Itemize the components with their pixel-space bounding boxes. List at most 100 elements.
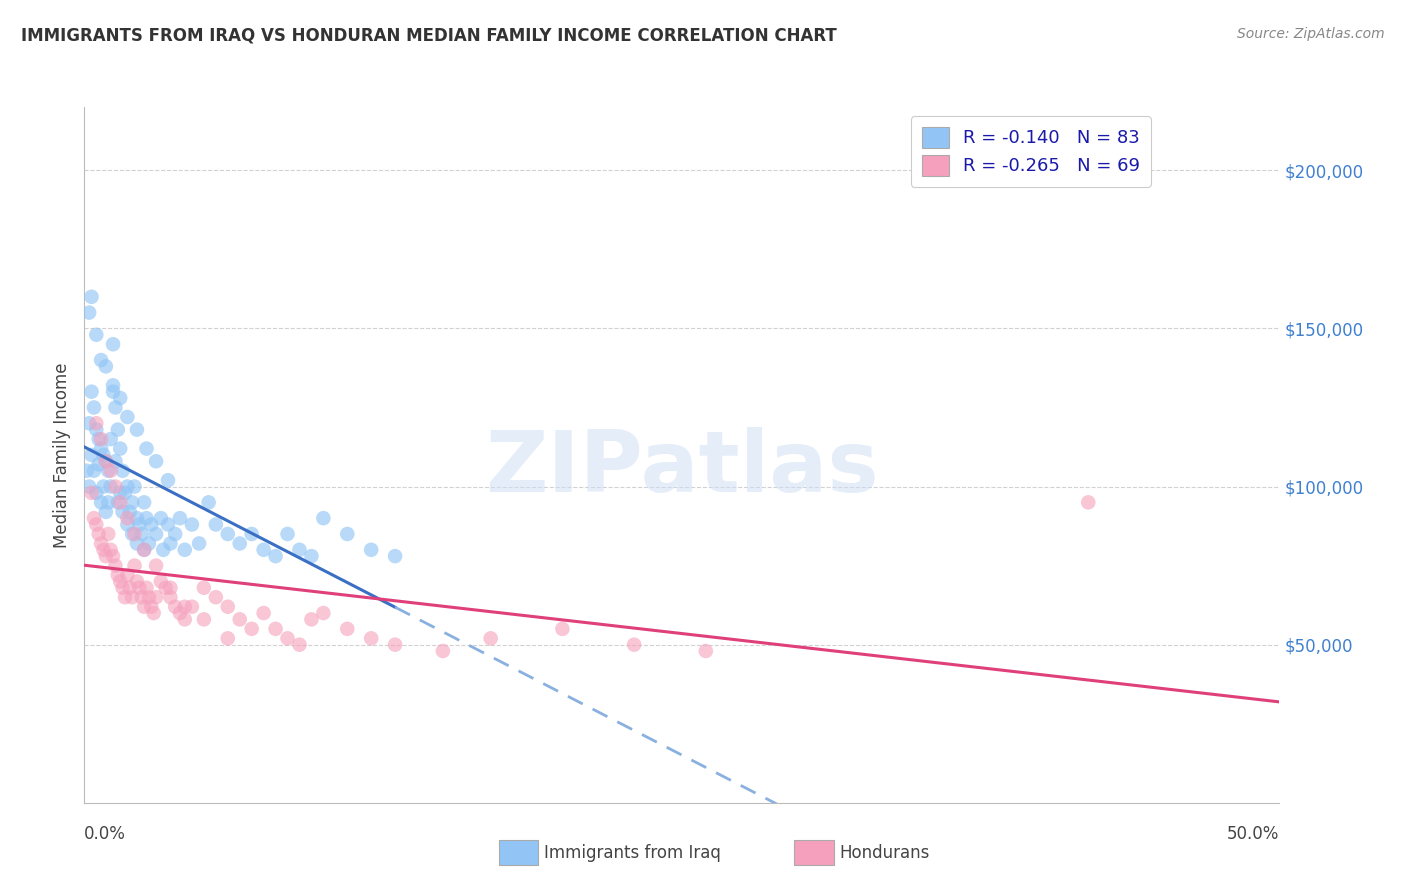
Point [101, 549, 124, 563]
Point [132, 599, 156, 614]
Point [110, 442, 132, 456]
Point [180, 599, 202, 614]
Point [97, 527, 120, 541]
Point [83, 401, 105, 415]
Point [77, 305, 100, 319]
Point [360, 632, 382, 646]
Point [94, 505, 117, 519]
Point [125, 574, 148, 589]
Point [135, 511, 157, 525]
Text: IMMIGRANTS FROM IRAQ VS HONDURAN MEDIAN FAMILY INCOME CORRELATION CHART: IMMIGRANTS FROM IRAQ VS HONDURAN MEDIAN … [21, 27, 837, 45]
Point [104, 401, 127, 415]
Point [138, 536, 160, 550]
Point [384, 549, 406, 563]
Point [312, 511, 335, 525]
Point [253, 542, 276, 557]
Point [110, 574, 132, 589]
Point [623, 638, 645, 652]
Point [86, 486, 108, 500]
Point [193, 612, 215, 626]
Point [277, 632, 299, 646]
Point [111, 464, 134, 478]
Point [217, 632, 239, 646]
Point [180, 517, 202, 532]
Point [100, 479, 122, 493]
Point [100, 464, 122, 478]
Point [117, 568, 139, 582]
Point [110, 495, 132, 509]
Point [76, 464, 98, 478]
Point [165, 599, 187, 614]
Point [107, 423, 129, 437]
Point [277, 527, 299, 541]
Point [87, 458, 110, 472]
Point [104, 479, 127, 493]
Point [110, 486, 132, 500]
Point [93, 448, 115, 462]
Point [93, 479, 115, 493]
Point [94, 359, 117, 374]
Point [124, 558, 146, 573]
Point [128, 517, 150, 532]
Point [135, 581, 157, 595]
Point [169, 606, 191, 620]
Point [121, 495, 143, 509]
Point [551, 622, 574, 636]
Point [264, 549, 287, 563]
Point [93, 542, 115, 557]
Point [90, 442, 112, 456]
Point [124, 479, 146, 493]
Text: Source: ZipAtlas.com: Source: ZipAtlas.com [1237, 27, 1385, 41]
Point [124, 527, 146, 541]
Text: 0.0%: 0.0% [84, 825, 127, 843]
Point [101, 378, 124, 392]
Point [104, 558, 127, 573]
Point [132, 542, 156, 557]
Point [131, 527, 153, 541]
Point [145, 558, 167, 573]
Point [80, 448, 103, 462]
Point [121, 591, 143, 605]
Point [117, 511, 139, 525]
Point [360, 542, 382, 557]
Text: Hondurans: Hondurans [839, 844, 929, 862]
Point [157, 473, 180, 487]
Point [80, 290, 103, 304]
Point [173, 612, 195, 626]
Point [217, 599, 239, 614]
Point [301, 612, 323, 626]
Point [145, 527, 167, 541]
Point [145, 591, 167, 605]
Point [86, 417, 108, 431]
Point [125, 423, 148, 437]
Point [104, 454, 127, 468]
Point [125, 511, 148, 525]
Point [152, 542, 174, 557]
Text: ZIPatlas: ZIPatlas [485, 427, 879, 510]
Point [83, 464, 105, 478]
Point [165, 527, 187, 541]
Legend: R = -0.140   N = 83, R = -0.265   N = 69: R = -0.140 N = 83, R = -0.265 N = 69 [911, 116, 1152, 186]
Point [132, 495, 156, 509]
Point [1077, 495, 1099, 509]
Point [264, 622, 287, 636]
Point [80, 486, 103, 500]
Point [301, 549, 323, 563]
Y-axis label: Median Family Income: Median Family Income [53, 362, 72, 548]
Point [384, 638, 406, 652]
Point [90, 353, 112, 368]
Point [132, 542, 156, 557]
Point [77, 479, 100, 493]
Point [159, 536, 181, 550]
Point [111, 505, 134, 519]
Point [159, 591, 181, 605]
Point [94, 549, 117, 563]
Point [138, 591, 160, 605]
Point [240, 622, 263, 636]
Point [173, 599, 195, 614]
Point [77, 417, 100, 431]
Point [336, 622, 359, 636]
Point [117, 517, 139, 532]
Point [228, 536, 252, 550]
Point [100, 432, 122, 446]
